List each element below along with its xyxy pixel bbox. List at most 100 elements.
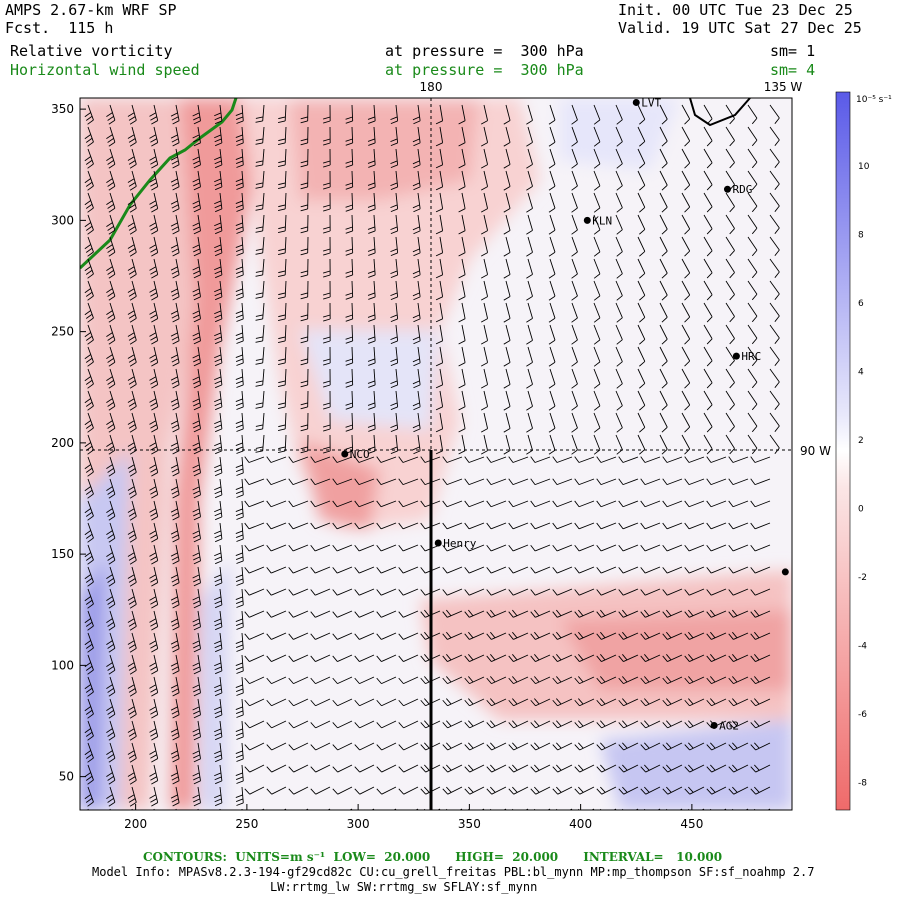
wind-barb [84,412,94,433]
wind-barb [84,280,94,301]
wind-barb [376,786,397,795]
wind-barb [127,412,137,433]
wind-barb [637,390,646,411]
wind-barb [376,522,397,530]
wind-barb [442,720,463,729]
wind-barb [593,214,601,235]
wind-barb [420,654,441,662]
wind-barb [640,764,661,773]
wind-barb [235,610,244,630]
wind-barb [87,808,89,810]
wind-barb [266,522,287,530]
wind-barb [310,676,331,685]
wind-barb [354,588,375,596]
wind-barb [442,764,463,773]
wind-barb [458,236,466,257]
wind-barb [706,456,727,463]
wind-barb [574,478,595,486]
wind-barb [503,236,511,257]
wind-barb [530,764,551,773]
wind-barb [728,631,749,640]
wind-barb [703,434,713,455]
wind-barb [288,522,309,530]
wind-barb [486,742,507,751]
wind-barb [728,609,749,618]
wind-barb [728,522,749,530]
wind-barb [149,236,159,257]
wind-barb [420,720,441,729]
wind-barb [323,302,331,322]
wind-barb [367,346,376,366]
wind-barb [526,258,533,279]
wind-barb [659,302,668,323]
wind-barb [637,170,646,191]
wind-barb [277,236,287,256]
wind-barb [106,170,116,191]
wind-barb [442,786,463,795]
wind-barb [192,676,201,697]
wind-barb [367,148,376,168]
wind-barb [458,412,466,433]
wind-barb [192,434,201,455]
wind-barb [571,258,578,279]
wind-barb [420,566,441,574]
wind-barb [390,302,399,323]
wind-barb [640,742,661,751]
wind-barb [435,324,444,345]
wind-barb [640,786,661,795]
wind-barb [618,786,639,795]
colorbar-unit: 10⁻⁵ s⁻¹ [856,95,892,105]
wind-barb [149,588,159,609]
wind-barb [703,258,713,279]
wind-barb [332,522,353,530]
wind-barb [571,412,578,433]
wind-barb [300,324,309,344]
wind-barb [288,654,309,662]
wind-barb [706,631,727,640]
wind-barb [725,214,735,235]
wind-barb [526,346,533,367]
wind-barb [747,258,758,279]
wind-barb [480,236,489,257]
wind-barb [127,214,137,235]
wind-barb [266,478,287,486]
wind-barb [526,104,533,125]
wind-barb [508,654,529,662]
wind-barb [266,544,287,552]
wind-barb [332,654,353,662]
wind-barb [526,368,533,389]
wind-barb [84,148,94,169]
wind-barb [420,500,441,508]
wind-barb [503,434,511,455]
wind-barb [615,192,623,213]
wind-barb [503,104,511,125]
wind-barb [435,434,444,455]
wind-barb [214,324,223,345]
wind-barb [637,258,646,279]
wind-barb [170,544,180,565]
wind-barb [703,148,713,169]
wind-barb [266,588,287,596]
wind-barb [235,456,244,476]
wind-barb [109,808,111,810]
station-label-lvt: LVT [641,96,661,109]
wind-barb [458,280,466,301]
wind-barb [703,412,713,433]
wind-barb [84,566,94,587]
wind-barb [596,456,617,463]
wind-barb [486,522,507,530]
wind-barb [548,214,556,235]
wind-barb [277,148,287,168]
wind-barb [526,192,533,213]
wind-barb [684,764,705,773]
wind-barb [593,258,601,279]
map-frame [79,97,793,811]
wind-barb [637,104,646,125]
wind-barb [412,324,421,345]
wind-barb [390,390,399,411]
wind-barb [192,456,201,477]
wind-barb [706,786,727,795]
wind-barb [310,654,331,662]
wind-barb [84,786,94,807]
